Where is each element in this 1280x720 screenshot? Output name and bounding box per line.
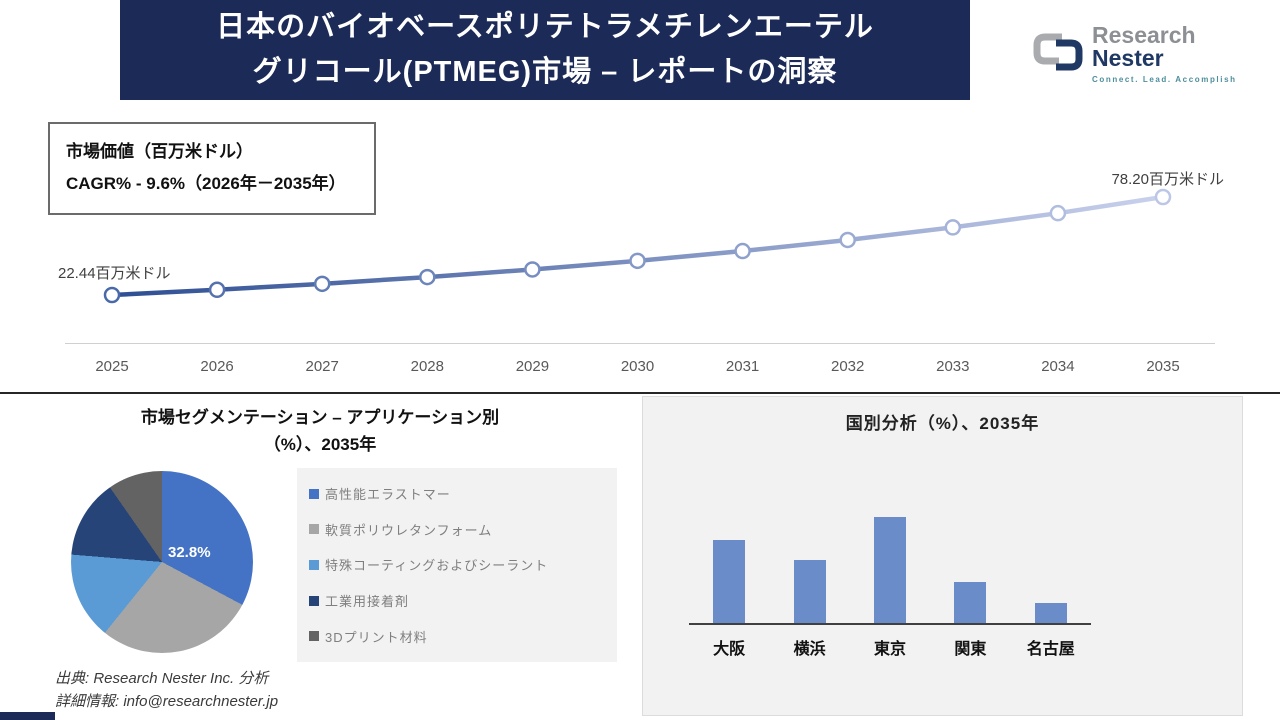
- data-point-marker: [419, 268, 436, 286]
- bar-chart-category-labels: 大阪 横浜 東京 関東 名古屋: [689, 635, 1091, 659]
- data-point-marker: [1154, 188, 1172, 206]
- logo-chain-icon: [1032, 31, 1084, 78]
- legend-item: 3Dプリント材料: [309, 627, 617, 646]
- bar-chart-axis-line: [689, 623, 1091, 625]
- x-axis-label: 2031: [725, 358, 760, 375]
- contact-line: 詳細情報: info@researchnester.jp: [55, 692, 279, 710]
- market-forecast-line-chart: 2025 2026 2027 2028 2029 2030 2031 2032 2033 2034…: [0, 96, 1280, 392]
- x-axis-label: 2025: [95, 358, 129, 375]
- country-analysis-panel: 国別分析（%）、2035年 大阪 横浜 東京 関東 名古屋: [642, 396, 1243, 716]
- segmentation-pie-chart: [71, 471, 253, 653]
- pie-legend: 高性能エラストマー軟質ポリウレタンフォーム特殊コーティングおよびシーラント 工業用…: [297, 468, 617, 662]
- data-point-marker: [1049, 204, 1067, 222]
- data-point-marker: [944, 219, 962, 236]
- research-nester-logo: Research Nester Connect. Lead. Accomplis…: [1032, 24, 1252, 84]
- bar-category-label: 横浜: [793, 641, 826, 658]
- data-point-marker: [734, 242, 751, 260]
- x-axis-label: 2027: [305, 358, 339, 375]
- data-point-marker: [524, 261, 541, 278]
- x-axis-label: 2029: [515, 358, 550, 375]
- legend-label: 工業用接着剤: [325, 594, 410, 610]
- bar: [954, 582, 987, 623]
- page-title-line2: グリコール(PTMEG)市場 – レポートの洞察: [252, 56, 838, 88]
- bar-category-label: 関東: [954, 641, 987, 658]
- legend-label: 3Dプリント材料: [325, 629, 428, 645]
- source-note: 出典: Research Nester Inc. 分析 詳細情報: info@r…: [55, 668, 278, 713]
- x-axis-label: 2028: [410, 358, 444, 375]
- legend-label: 高性能エラストマー: [325, 487, 451, 503]
- section-divider: [0, 392, 1280, 394]
- bar-category-label: 大阪: [713, 641, 746, 658]
- x-axis-label: 2033: [936, 358, 970, 375]
- line-chart-svg: [103, 188, 1172, 304]
- pie-chart-title: 市場セグメンテーション – アプリケーション別 （%）、2035年: [140, 408, 500, 455]
- bar-chart-title: 国別分析（%）、2035年: [845, 414, 1040, 433]
- logo-wordmark: Research Nester: [1092, 22, 1196, 71]
- legend-label: 特殊コーティングおよびシーラント: [325, 558, 549, 574]
- market-value-cagr-box: 市場価値（百万米ドル） CAGR% - 9.6%（2026年－2035年）: [48, 122, 376, 215]
- bar: [873, 517, 906, 623]
- data-point-marker: [208, 281, 226, 299]
- x-axis-label: 2030: [620, 358, 655, 375]
- source-line: 出典: Research Nester Inc. 分析: [55, 670, 269, 687]
- legend-swatch-icon: [309, 595, 319, 606]
- legend-item: 軟質ポリウレタンフォーム: [309, 520, 617, 539]
- bar: [1034, 603, 1067, 623]
- bar-category-label: 名古屋: [1026, 641, 1075, 658]
- data-point-marker: [313, 275, 331, 293]
- market-value-label: 市場価値（百万米ドル）: [66, 142, 253, 161]
- bar: [713, 540, 746, 623]
- legend-item: 高性能エラストマー: [309, 484, 617, 503]
- data-point-marker: [103, 286, 121, 304]
- bar-chart-bars: [689, 503, 1091, 623]
- report-title-banner: 日本のバイオベースポリテトラメチレンエーテル グリコール(PTMEG)市場 – …: [120, 0, 970, 100]
- legend-swatch-icon: [309, 524, 319, 535]
- end-value-annotation: 78.20百万米ドル: [1111, 171, 1224, 188]
- legend-swatch-icon: [309, 559, 319, 570]
- page-title-line1: 日本のバイオベースポリテトラメチレンエーテル: [216, 11, 874, 44]
- corner-accent-strip: [0, 712, 55, 720]
- logo-tagline: Connect. Lead. Accomplish: [1092, 75, 1237, 84]
- x-axis-label: 2034: [1041, 358, 1075, 375]
- legend-swatch-icon: [309, 488, 319, 499]
- bar: [793, 560, 826, 623]
- data-point-marker: [839, 231, 856, 249]
- x-axis-label: 2026: [200, 358, 234, 375]
- start-value-annotation: 22.44百万米ドル: [58, 265, 171, 282]
- data-point-marker: [629, 252, 646, 270]
- legend-label: 軟質ポリウレタンフォーム: [325, 522, 493, 538]
- legend-item: 工業用接着剤: [309, 591, 617, 610]
- x-axis-label: 2035: [1146, 358, 1180, 375]
- cagr-label: CAGR% - 9.6%（2026年－2035年）: [66, 174, 346, 194]
- x-axis-label: 2032: [831, 358, 865, 375]
- pie-slice-percent-label: 32.8%: [168, 544, 211, 561]
- legend-item: 特殊コーティングおよびシーラント: [309, 555, 617, 574]
- legend-swatch-icon: [309, 631, 319, 642]
- bar-category-label: 東京: [873, 641, 906, 658]
- x-axis-line: [65, 343, 1215, 344]
